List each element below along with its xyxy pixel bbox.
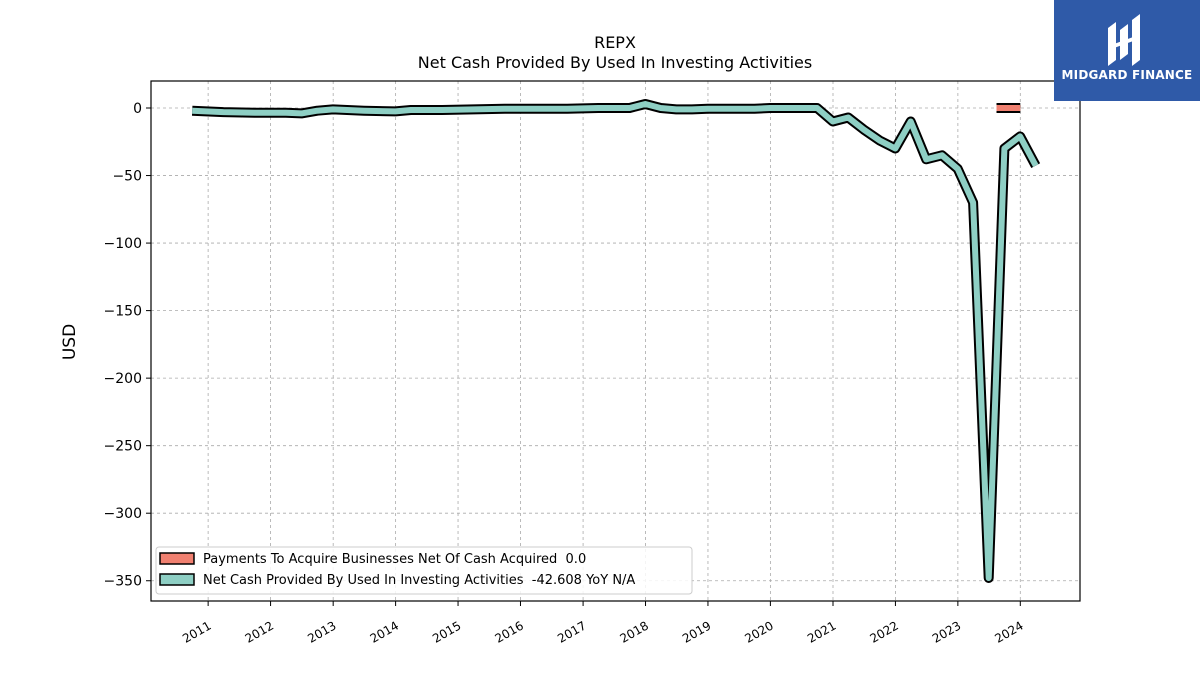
x-tick-label: 2012	[243, 618, 276, 645]
axis-ticks: 0 −50 −100 −150 −200 −250 −300 −350 2011 2012 2013…	[104, 101, 1026, 646]
y-tick-label: −300	[104, 506, 142, 522]
x-tick-label: 2017	[555, 618, 588, 645]
y-axis-label: USD	[60, 324, 80, 360]
x-tick-label: 2020	[742, 618, 775, 645]
y-tick-label: −100	[104, 236, 142, 252]
y-tick-label: 0	[133, 101, 142, 117]
brand-name: MIDGARD FINANCE	[1061, 68, 1193, 82]
x-tick-label: 2024	[992, 618, 1025, 645]
series-outline-1	[191, 99, 1041, 583]
y-tick-label: −50	[112, 169, 142, 185]
x-tick-label: 2013	[305, 618, 338, 645]
chart-subtitle: Net Cash Provided By Used In Investing A…	[418, 53, 812, 72]
legend-label-payments: Payments To Acquire Businesses Net Of Ca…	[203, 552, 586, 567]
brand-logo: MIDGARD FINANCE	[1054, 0, 1200, 101]
plot-frame	[150, 80, 1081, 602]
x-tick-label: 2018	[618, 618, 651, 645]
legend-box	[155, 546, 693, 595]
series-line-1	[192, 101, 1039, 581]
y-tick-label: −350	[104, 574, 142, 590]
x-tick-label: 2015	[430, 618, 463, 645]
x-tick-label: 2011	[180, 618, 213, 645]
logo-mark-icon	[1108, 14, 1140, 66]
y-tick-label: −200	[104, 371, 142, 387]
legend-swatch-payments	[159, 552, 195, 565]
x-tick-label: 2021	[805, 618, 838, 645]
x-tick-label: 2023	[930, 618, 963, 645]
x-tick-label: 2022	[867, 618, 900, 645]
y-tick-label: −250	[104, 439, 142, 455]
legend-swatch-investing	[159, 573, 195, 586]
x-tick-label: 2019	[680, 618, 713, 645]
legend-label-investing: Net Cash Provided By Used In Investing A…	[203, 573, 635, 588]
x-tick-label: 2016	[493, 618, 526, 645]
y-tick-label: −150	[104, 304, 142, 320]
series-layer	[191, 99, 1041, 583]
chart-title: REPX	[594, 33, 636, 52]
legend: Payments To Acquire Businesses Net Of Ca…	[155, 546, 693, 595]
x-tick-label: 2014	[368, 618, 401, 645]
